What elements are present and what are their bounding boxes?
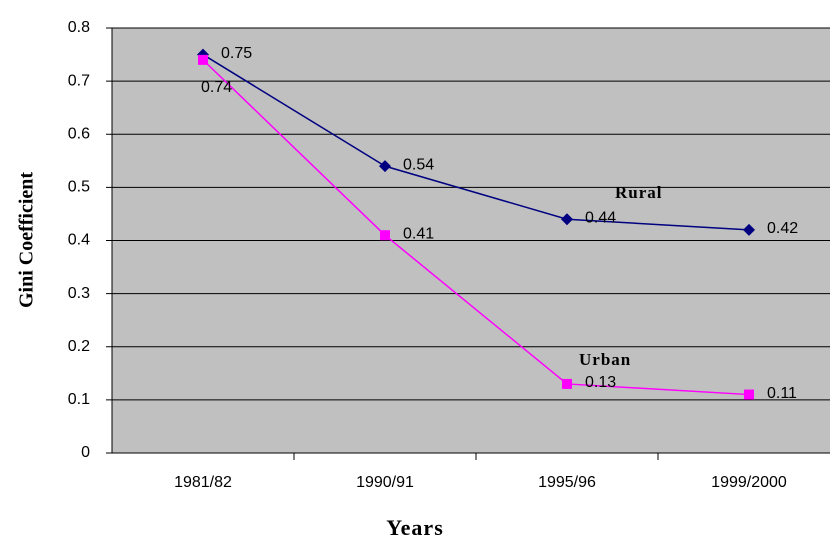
y-tick-label: 0.1 xyxy=(68,391,90,408)
data-label: 0.54 xyxy=(403,156,434,173)
data-label: 0.13 xyxy=(585,374,616,391)
x-axis-label: Years xyxy=(386,515,444,540)
x-tick-label: 1995/96 xyxy=(538,474,596,491)
y-tick-label: 0.6 xyxy=(68,125,90,142)
series-label: Urban xyxy=(579,350,631,369)
series-line xyxy=(202,53,750,231)
y-tick-label: 0.7 xyxy=(68,72,90,89)
y-tick-label: 0.2 xyxy=(68,338,90,355)
data-label: 0.44 xyxy=(585,209,616,226)
series-line xyxy=(202,59,750,396)
data-label: 0.11 xyxy=(767,385,797,402)
marker xyxy=(562,378,572,389)
marker xyxy=(743,223,755,236)
y-tick-label: 0.3 xyxy=(68,285,90,302)
marker xyxy=(379,160,391,173)
y-tick-label: 0.8 xyxy=(68,19,90,36)
marker xyxy=(744,389,754,400)
data-label: 0.41 xyxy=(403,225,434,242)
x-tick-label: 1990/91 xyxy=(356,474,414,491)
marker xyxy=(561,213,573,226)
y-tick-label: 0 xyxy=(81,444,90,461)
data-label: 0.75 xyxy=(221,45,252,62)
y-tick-label: 0.4 xyxy=(68,232,90,249)
data-label: 0.74 xyxy=(201,79,232,96)
y-tick-label: 0.5 xyxy=(68,179,90,196)
marker xyxy=(380,230,390,241)
x-tick-label: 1999/2000 xyxy=(711,474,787,491)
marker xyxy=(198,54,208,65)
data-label: 0.42 xyxy=(767,220,798,237)
series-label: Rural xyxy=(615,183,663,202)
x-tick-label: 1981/82 xyxy=(174,474,232,491)
y-axis-label: Gini Coefficient xyxy=(16,172,38,308)
